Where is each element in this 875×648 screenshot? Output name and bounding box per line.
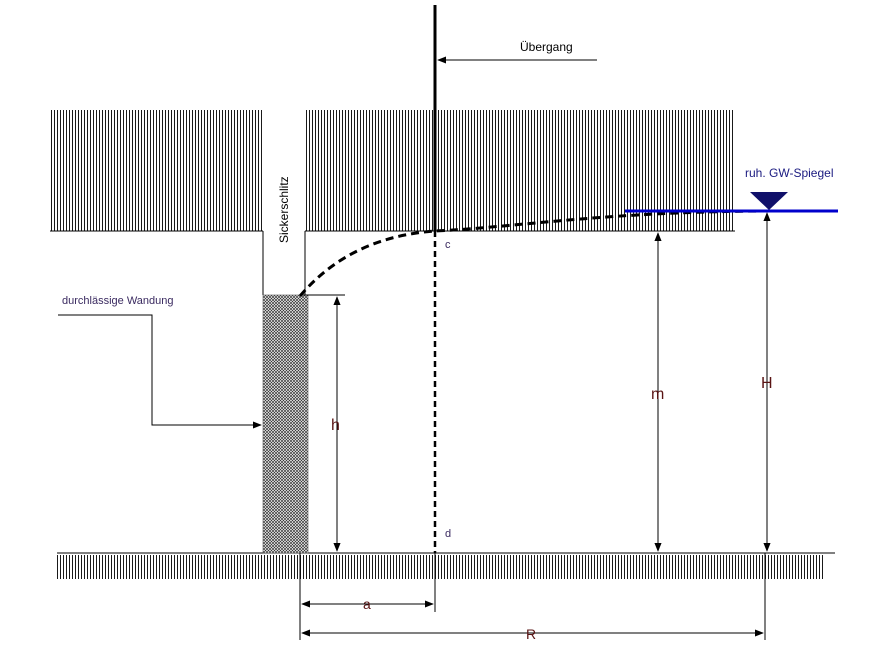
- point-d-label: d: [445, 528, 451, 540]
- dim-R-label: R: [526, 626, 536, 642]
- gw-triangle-icon: [750, 192, 788, 210]
- point-c-label: c: [445, 239, 451, 251]
- seepage-curve: [298, 209, 766, 297]
- ground-hatch: [57, 555, 823, 579]
- dim-H-label: H: [761, 375, 773, 392]
- wandung-arrow: [58, 314, 262, 429]
- sickerschlitz-label: Sickerschlitz: [277, 176, 291, 243]
- wandung-label: durchlässige Wandung: [62, 295, 174, 307]
- gw-level-label: ruh. GW-Spiegel: [745, 166, 833, 180]
- dim-h-label: h: [331, 417, 340, 434]
- soil-block-left: [50, 110, 263, 231]
- dim-m-label: m: [651, 386, 664, 403]
- dim-a-label: a: [363, 596, 371, 612]
- uebergang-label: Übergang: [520, 40, 573, 54]
- permeable-wall: [262, 294, 309, 554]
